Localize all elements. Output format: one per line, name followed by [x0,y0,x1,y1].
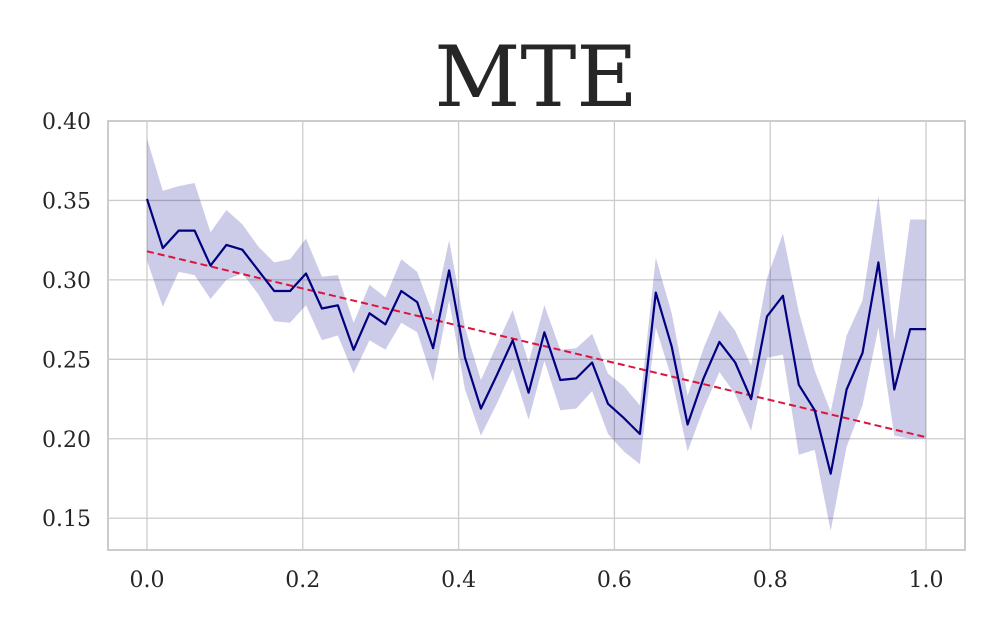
y-tick-label: 0.35 [42,189,91,214]
x-tick-label: 0.4 [441,568,476,593]
x-tick-label: 1.0 [909,568,944,593]
series-line [145,198,926,475]
x-tick-label: 0.6 [597,568,632,593]
y-tick-label: 0.20 [42,428,91,453]
x-tick-label: 0.0 [129,568,164,593]
y-tick-label: 0.15 [42,507,91,532]
chart-title: MTE [434,28,637,126]
y-tick-label: 0.40 [42,110,91,135]
x-tick-labels: 0.0 0.2 0.4 0.6 0.8 1.0 [129,568,943,593]
y-tick-label: 0.30 [42,269,91,294]
x-tick-label: 0.8 [753,568,788,593]
confidence-band [147,138,926,531]
trend-line [146,250,927,439]
x-tick-label: 0.2 [285,568,320,593]
y-tick-labels: 0.15 0.20 0.25 0.30 0.35 0.40 [42,110,91,532]
x-gridlines [146,121,927,550]
y-tick-label: 0.25 [42,348,91,373]
plot-frame [107,120,966,551]
